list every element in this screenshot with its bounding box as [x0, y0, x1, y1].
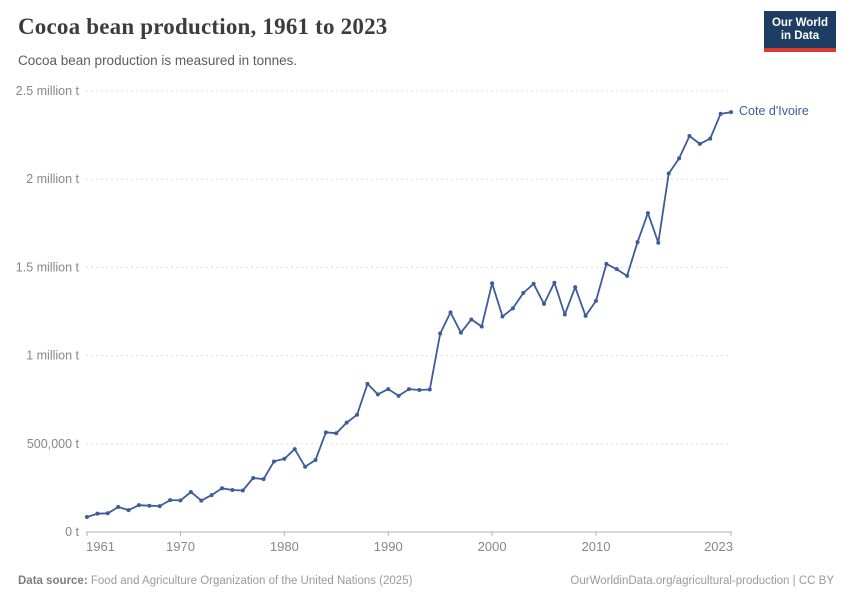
- data-point-marker[interactable]: [542, 301, 547, 306]
- data-point-marker[interactable]: [147, 503, 152, 508]
- data-point-marker[interactable]: [573, 285, 578, 290]
- data-point-marker[interactable]: [344, 420, 349, 425]
- data-point-marker[interactable]: [168, 498, 173, 503]
- data-point-marker[interactable]: [427, 387, 432, 392]
- footer-credits: OurWorldinData.org/agricultural-producti…: [570, 575, 834, 587]
- data-point-marker[interactable]: [697, 141, 702, 146]
- owid-logo-line2: in Data: [780, 30, 820, 42]
- data-point-marker[interactable]: [126, 508, 131, 513]
- data-point-marker[interactable]: [240, 488, 245, 493]
- data-point-marker[interactable]: [687, 133, 692, 138]
- data-point-marker[interactable]: [614, 267, 619, 272]
- data-point-marker[interactable]: [230, 488, 235, 493]
- data-point-marker[interactable]: [261, 477, 266, 482]
- data-point-marker[interactable]: [521, 290, 526, 295]
- data-point-marker[interactable]: [677, 156, 682, 161]
- x-axis-tick-label: 1970: [166, 539, 195, 554]
- data-point-marker[interactable]: [271, 459, 276, 464]
- data-point-marker[interactable]: [666, 171, 671, 176]
- data-point-marker[interactable]: [458, 330, 463, 335]
- data-point-marker[interactable]: [479, 324, 484, 329]
- production-line[interactable]: [86, 111, 732, 518]
- data-point-marker[interactable]: [407, 387, 411, 392]
- data-point-marker[interactable]: [303, 464, 308, 469]
- data-point-marker[interactable]: [645, 211, 650, 216]
- owid-url-link[interactable]: OurWorldinData.org/agricultural-producti…: [570, 575, 790, 587]
- data-point-marker[interactable]: [469, 317, 474, 322]
- x-axis-tick-label: 2023: [704, 539, 733, 554]
- data-point-marker[interactable]: [355, 412, 360, 417]
- data-point-marker[interactable]: [95, 511, 100, 516]
- x-axis-tick-label: 1980: [270, 539, 299, 554]
- data-point-marker[interactable]: [178, 498, 183, 503]
- data-point-marker[interactable]: [292, 447, 297, 452]
- owid-logo-line1: Our World: [771, 17, 828, 29]
- x-axis-tick-label: 2000: [478, 539, 507, 554]
- data-point-marker[interactable]: [209, 493, 214, 498]
- data-point-marker[interactable]: [625, 273, 630, 278]
- data-point-marker[interactable]: [635, 240, 640, 245]
- footer-separator: |: [789, 575, 799, 587]
- license-badge: CC BY: [798, 575, 834, 587]
- data-point-marker[interactable]: [313, 458, 318, 463]
- y-axis-tick-label: 0 t: [65, 525, 79, 539]
- data-source-label: Data source:: [18, 575, 88, 587]
- y-axis-tick-label: 1 million t: [26, 349, 79, 363]
- data-source-text: Food and Agriculture Organization of the…: [90, 575, 413, 587]
- data-point-marker[interactable]: [417, 387, 422, 392]
- data-point-marker[interactable]: [708, 136, 713, 141]
- data-point-marker[interactable]: [85, 515, 89, 520]
- data-point-marker[interactable]: [251, 476, 256, 481]
- chart-subtitle: Cocoa bean production is measured in ton…: [18, 53, 298, 68]
- data-point-marker[interactable]: [282, 456, 287, 461]
- data-point-marker[interactable]: [116, 504, 121, 509]
- data-point-marker[interactable]: [729, 110, 733, 115]
- y-axis-tick-label: 500,000 t: [27, 437, 80, 451]
- x-axis-tick-label: 1990: [374, 539, 403, 554]
- data-point-marker[interactable]: [334, 431, 339, 436]
- data-point-marker[interactable]: [490, 281, 495, 286]
- data-point-marker[interactable]: [199, 498, 204, 503]
- data-point-marker[interactable]: [593, 298, 598, 303]
- data-point-marker[interactable]: [583, 313, 588, 318]
- data-point-marker[interactable]: [157, 504, 162, 509]
- series-entity-label[interactable]: Cote d'Ivoire: [739, 104, 809, 119]
- data-point-marker[interactable]: [448, 310, 453, 315]
- page-title: Cocoa bean production, 1961 to 2023: [18, 14, 388, 39]
- owid-logo[interactable]: Our World in Data: [763, 11, 836, 52]
- data-point-marker[interactable]: [105, 511, 110, 516]
- data-point-marker[interactable]: [375, 392, 380, 397]
- data-source: Data source: Food and Agriculture Organi…: [18, 575, 412, 587]
- x-axis-tick-label: 2010: [582, 539, 611, 554]
- data-point-marker[interactable]: [396, 393, 401, 398]
- data-point-marker[interactable]: [323, 430, 328, 435]
- data-point-marker[interactable]: [386, 387, 391, 392]
- data-point-marker[interactable]: [365, 381, 370, 386]
- y-axis-tick-label: 2.5 million t: [16, 84, 80, 98]
- data-point-marker[interactable]: [604, 261, 609, 266]
- data-point-marker[interactable]: [500, 314, 505, 319]
- data-point-marker[interactable]: [136, 503, 141, 508]
- x-axis-tick-label: 1961: [86, 539, 115, 554]
- chart-footer: Data source: Food and Agriculture Organi…: [18, 575, 834, 587]
- data-point-marker[interactable]: [188, 489, 193, 494]
- data-point-marker[interactable]: [438, 331, 443, 336]
- data-point-marker[interactable]: [531, 281, 536, 286]
- data-point-marker[interactable]: [718, 111, 723, 116]
- data-point-marker[interactable]: [220, 486, 225, 491]
- y-axis-tick-label: 2 million t: [26, 172, 79, 186]
- data-point-marker[interactable]: [656, 240, 661, 245]
- data-point-marker[interactable]: [562, 312, 567, 317]
- data-point-marker[interactable]: [510, 306, 515, 311]
- data-point-marker[interactable]: [552, 280, 557, 285]
- y-axis-tick-label: 1.5 million t: [16, 260, 80, 274]
